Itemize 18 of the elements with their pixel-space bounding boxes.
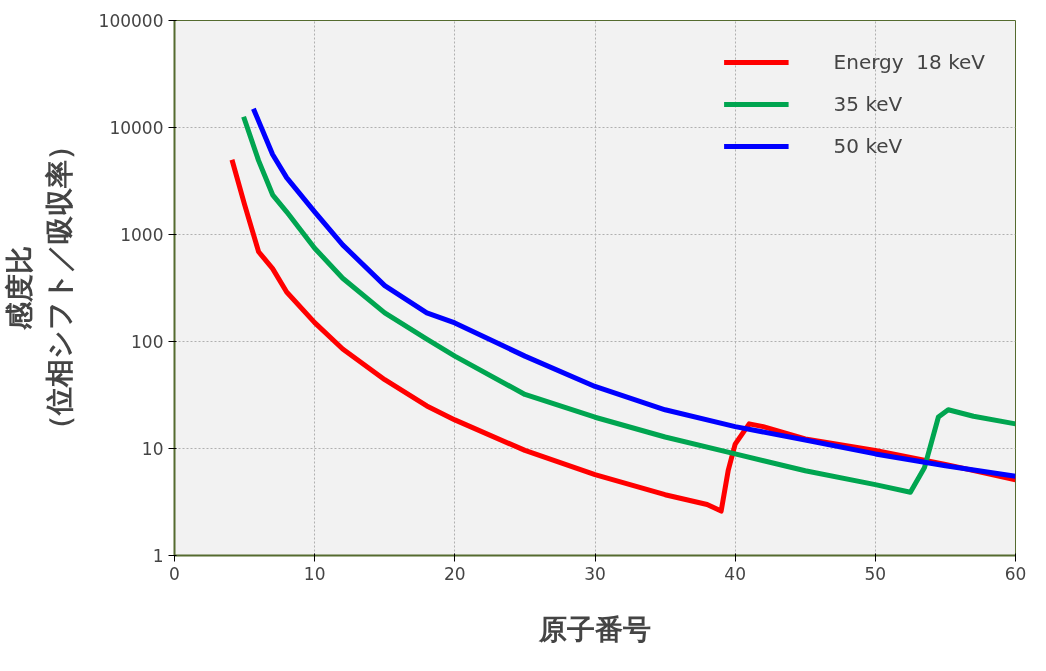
x-tick-label: 10 <box>303 563 326 584</box>
x-tick-label: 50 <box>864 563 887 584</box>
x-tick-label: 30 <box>584 563 606 584</box>
legend-label: 35 keV <box>833 92 903 116</box>
x-tick-label: 60 <box>1004 563 1027 584</box>
x-tick-label: 20 <box>444 563 466 584</box>
x-tick-label: 40 <box>724 563 746 584</box>
legend-label: 50 keV <box>833 134 903 158</box>
y-tick-label: 10000 <box>109 118 164 138</box>
y-tick-label: 100000 <box>98 11 164 31</box>
legend-label: Energy 18 keV <box>833 50 985 74</box>
y-tick-label: 100 <box>131 332 164 352</box>
x-tick-label: 0 <box>169 563 180 584</box>
y-tick-label: 1 <box>152 546 164 566</box>
x-axis-title: 原子番号 <box>538 612 651 646</box>
y-tick-label: 1000 <box>120 225 164 245</box>
y-tick-label: 10 <box>141 439 164 459</box>
y-axis-title: 感度比（位相シフト／吸収率） <box>3 132 76 444</box>
